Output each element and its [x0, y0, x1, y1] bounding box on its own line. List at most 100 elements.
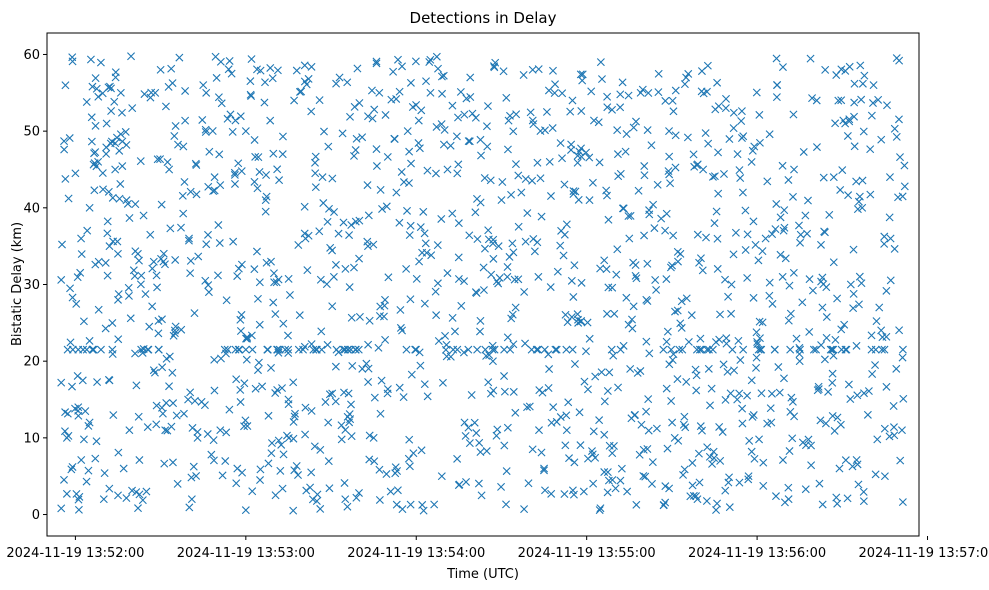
scatter-point	[247, 55, 256, 64]
scatter-point	[796, 238, 805, 247]
scatter-point	[164, 82, 173, 91]
scatter-point	[262, 171, 271, 180]
scatter-point	[347, 400, 355, 409]
scatter-point	[107, 107, 116, 116]
scatter-point	[173, 479, 182, 488]
scatter-point	[822, 313, 831, 322]
scatter-point	[88, 82, 97, 91]
scatter-point	[509, 340, 518, 349]
scatter-point	[780, 206, 789, 215]
scatter-point	[715, 335, 724, 344]
scatter-point	[246, 77, 255, 86]
scatter-point	[290, 412, 299, 421]
scatter-point	[369, 240, 378, 249]
scatter-point	[460, 277, 469, 286]
scatter-point	[343, 78, 352, 87]
scatter-point	[889, 401, 898, 410]
scatter-point	[561, 310, 570, 319]
scatter-point	[612, 270, 621, 279]
y-tick-label: 0	[32, 508, 40, 523]
scatter-point	[898, 353, 907, 362]
scatter-point	[204, 281, 213, 290]
scatter-point	[724, 292, 733, 301]
scatter-point	[454, 275, 463, 283]
scatter-point	[728, 345, 737, 354]
scatter-point	[167, 64, 176, 73]
scatter-point	[393, 486, 402, 495]
scatter-point	[877, 135, 886, 144]
scatter-point	[364, 378, 373, 387]
scatter-point	[62, 489, 71, 498]
scatter-point	[499, 67, 508, 76]
scatter-point	[365, 431, 374, 440]
scatter-point	[353, 64, 362, 73]
scatter-point	[427, 251, 436, 260]
scatter-point	[119, 464, 128, 473]
scatter-point	[187, 495, 196, 504]
scatter-point	[225, 405, 234, 414]
scatter-point	[186, 187, 195, 196]
scatter-point	[131, 349, 140, 358]
scatter-point	[622, 129, 631, 138]
scatter-point	[739, 132, 748, 141]
scatter-point	[825, 210, 834, 219]
scatter-point	[596, 504, 605, 513]
scatter-point	[695, 345, 704, 354]
scatter-point	[868, 370, 877, 379]
scatter-point	[158, 363, 167, 372]
scatter-point	[550, 89, 559, 97]
scatter-point	[486, 176, 495, 185]
scatter-point	[253, 184, 262, 193]
scatter-point	[486, 389, 495, 398]
scatter-point	[537, 212, 546, 221]
scatter-point	[217, 99, 226, 108]
scatter-point	[437, 72, 446, 81]
scatter-point	[74, 505, 83, 514]
scatter-point	[82, 345, 91, 354]
scatter-point	[653, 180, 662, 189]
scatter-point	[603, 103, 612, 112]
scatter-point	[712, 506, 721, 515]
scatter-point	[705, 452, 714, 461]
scatter-point	[843, 494, 852, 503]
scatter-point	[514, 171, 523, 180]
scatter-point	[473, 235, 482, 244]
scatter-point	[324, 142, 333, 151]
scatter-point	[747, 376, 756, 385]
scatter-point	[230, 170, 239, 179]
x-tick-label: 2024-11-19 13:57:00	[858, 546, 989, 561]
scatter-point	[91, 74, 100, 83]
scatter-point	[278, 384, 287, 393]
scatter-point	[74, 411, 83, 420]
scatter-point	[657, 214, 666, 223]
scatter-point	[479, 263, 488, 272]
scatter-point	[88, 345, 97, 354]
scatter-point	[414, 116, 423, 125]
scatter-point	[741, 206, 750, 215]
scatter-point	[609, 351, 618, 360]
scatter-point	[613, 150, 622, 159]
scatter-point	[498, 178, 507, 186]
scatter-point	[393, 55, 402, 64]
scatter-point	[256, 476, 265, 485]
scatter-point	[695, 478, 704, 487]
scatter-point	[643, 126, 652, 135]
scatter-point	[778, 272, 787, 281]
scatter-point	[666, 263, 675, 272]
scatter-point	[508, 239, 517, 248]
scatter-point	[809, 345, 818, 354]
scatter-point	[547, 489, 556, 498]
scatter-point	[735, 478, 744, 487]
scatter-point	[128, 486, 137, 495]
scatter-point	[754, 256, 763, 265]
scatter-point	[564, 398, 573, 407]
scatter-point	[402, 264, 411, 273]
scatter-point	[156, 65, 165, 74]
scatter-point	[817, 240, 825, 249]
scatter-point	[407, 370, 416, 379]
scatter-point	[806, 54, 815, 63]
scatter-point	[514, 222, 523, 231]
scatter-point	[714, 102, 723, 111]
scatter-point	[156, 155, 165, 164]
scatter-point	[552, 345, 561, 354]
